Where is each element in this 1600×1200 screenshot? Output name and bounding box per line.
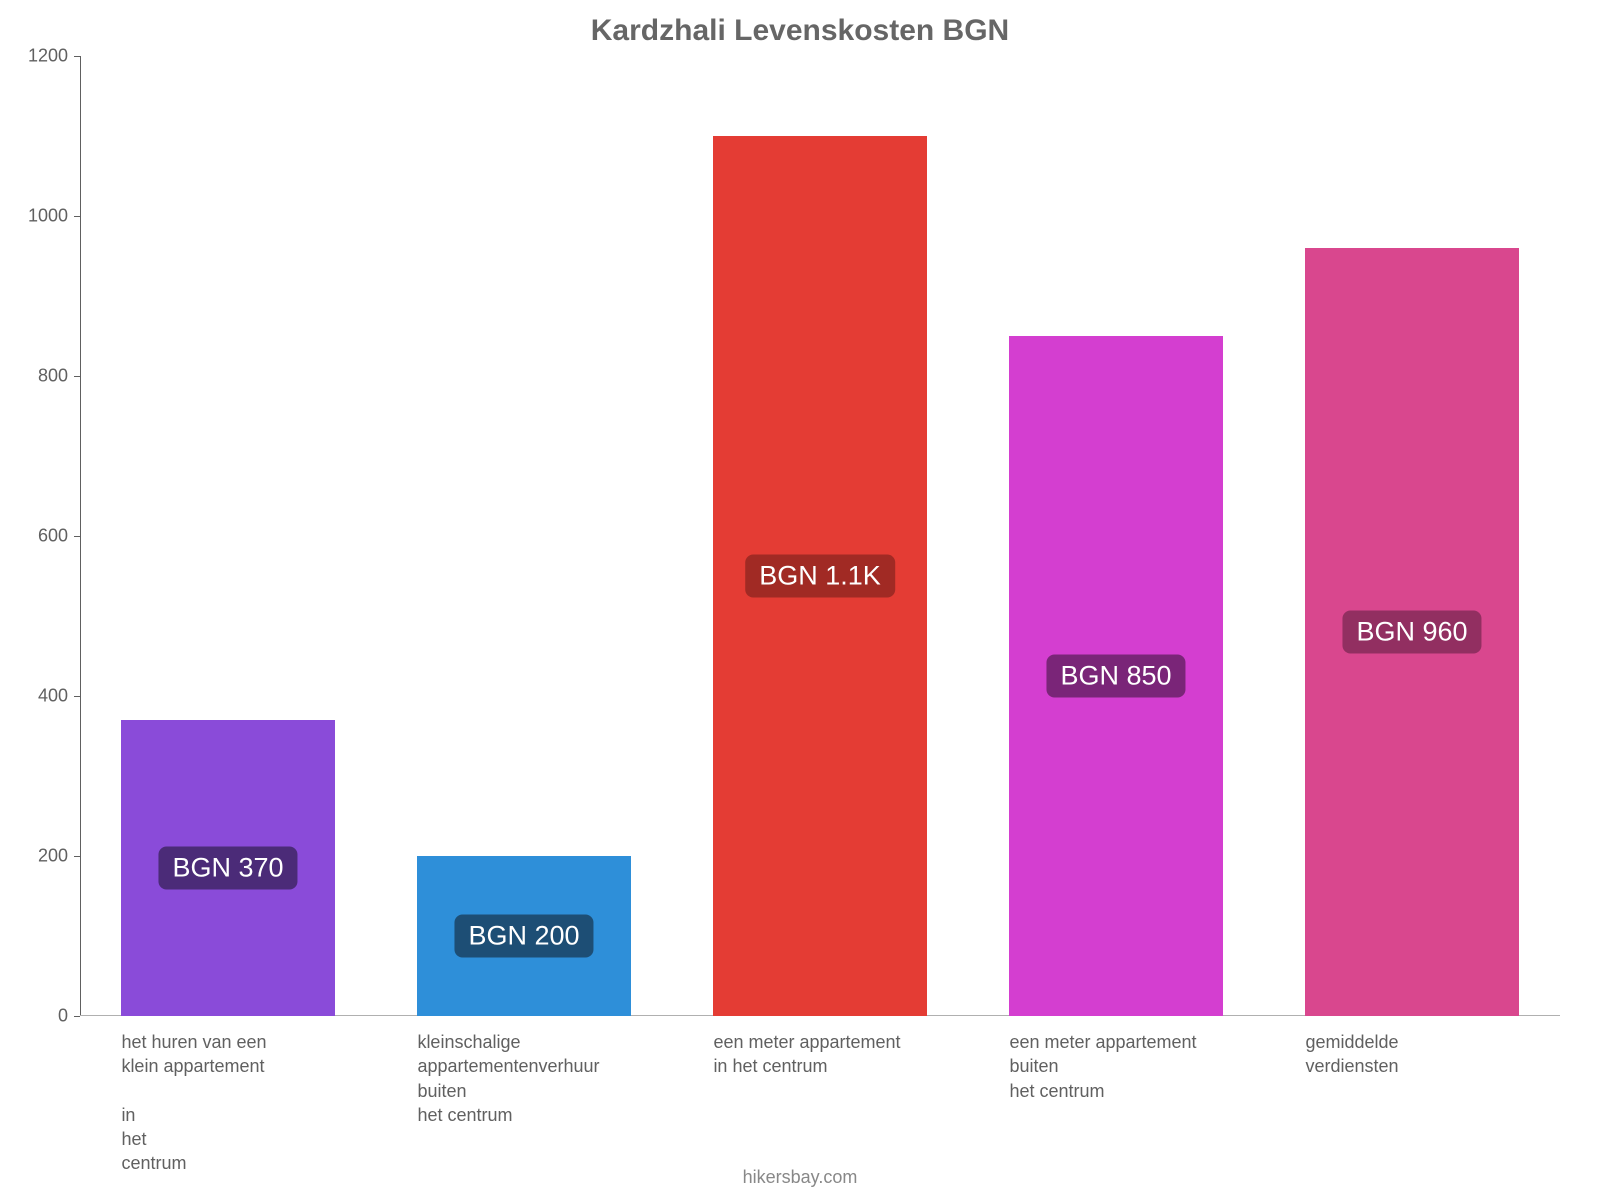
bar-value-label: BGN 850 [1046, 655, 1185, 698]
plot-area: 020040060080010001200BGN 370het huren va… [80, 56, 1560, 1016]
y-tick-label: 0 [58, 1006, 68, 1027]
bar: BGN 1.1K [713, 136, 926, 1016]
x-category-label-line: het [121, 1127, 364, 1151]
x-category-label-line: het centrum [417, 1103, 660, 1127]
x-category-label-line: klein appartement [121, 1054, 364, 1078]
chart-footer: hikersbay.com [0, 1167, 1600, 1188]
chart-title: Kardzhali Levenskosten BGN [0, 14, 1600, 48]
x-category-label-line: een meter appartement [713, 1030, 956, 1054]
chart-container: Kardzhali Levenskosten BGN 0200400600800… [0, 0, 1600, 1200]
x-category-label-line: verdiensten [1305, 1054, 1548, 1078]
x-category-label: een meter appartementbuitenhet centrum [1009, 1030, 1252, 1103]
x-category-label-line: gemiddelde [1305, 1030, 1548, 1054]
x-category-label: gemiddeldeverdiensten [1305, 1030, 1548, 1079]
x-category-label-line [121, 1079, 364, 1103]
y-tick-mark [74, 696, 80, 697]
x-category-label: het huren van eenklein appartement inhet… [121, 1030, 364, 1176]
bar: BGN 370 [121, 720, 334, 1016]
x-category-label-line: een meter appartement [1009, 1030, 1252, 1054]
y-tick-mark [74, 376, 80, 377]
bar-value-label: BGN 370 [158, 847, 297, 890]
x-category-label-line: het huren van een [121, 1030, 364, 1054]
x-category-label: een meter appartementin het centrum [713, 1030, 956, 1079]
bar: BGN 850 [1009, 336, 1222, 1016]
y-tick-mark [74, 536, 80, 537]
y-tick-label: 1000 [28, 206, 68, 227]
x-category-label-line: kleinschalige [417, 1030, 660, 1054]
y-tick-mark [74, 1016, 80, 1017]
x-category-label-line: in het centrum [713, 1054, 956, 1078]
y-tick-mark [74, 216, 80, 217]
bar-value-label: BGN 960 [1342, 611, 1481, 654]
x-category-label: kleinschaligeappartementenverhuurbuitenh… [417, 1030, 660, 1127]
bar: BGN 200 [417, 856, 630, 1016]
bar-value-label: BGN 1.1K [745, 555, 895, 598]
x-category-label-line: in [121, 1103, 364, 1127]
y-tick-label: 400 [38, 686, 68, 707]
y-tick-label: 800 [38, 366, 68, 387]
y-tick-label: 1200 [28, 46, 68, 67]
x-category-label-line: buiten [417, 1079, 660, 1103]
x-category-label-line: buiten [1009, 1054, 1252, 1078]
y-tick-mark [74, 856, 80, 857]
x-category-label-line: appartementenverhuur [417, 1054, 660, 1078]
bar-value-label: BGN 200 [454, 915, 593, 958]
y-tick-label: 200 [38, 846, 68, 867]
y-tick-mark [74, 56, 80, 57]
y-axis [80, 56, 81, 1016]
y-tick-label: 600 [38, 526, 68, 547]
bar: BGN 960 [1305, 248, 1518, 1016]
x-category-label-line: het centrum [1009, 1079, 1252, 1103]
